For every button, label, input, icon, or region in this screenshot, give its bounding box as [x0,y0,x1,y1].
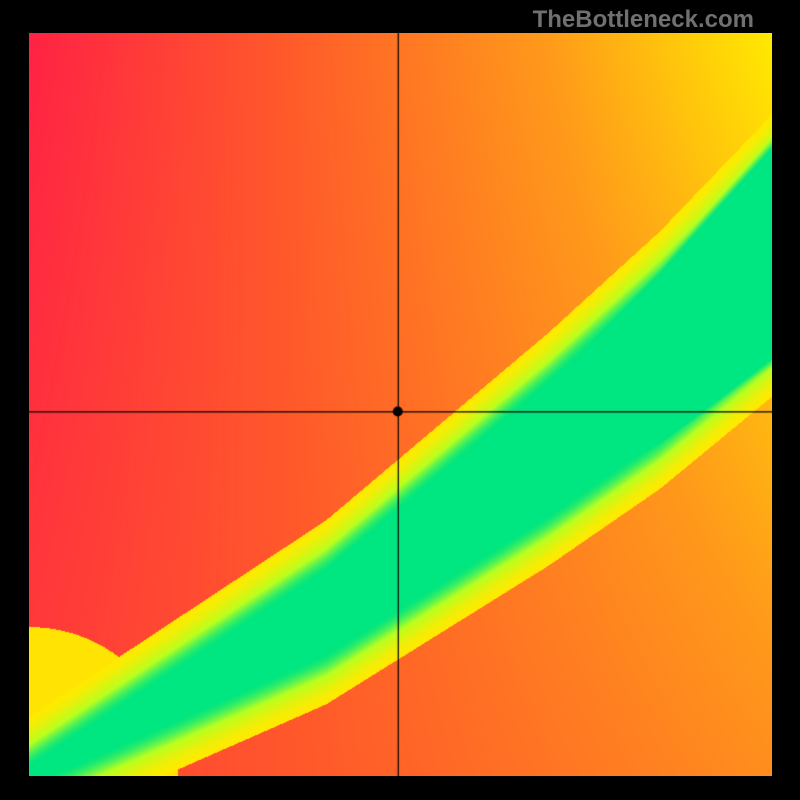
watermark-text: TheBottleneck.com [533,6,754,34]
chart-container: TheBottleneck.com [0,0,800,800]
bottleneck-heatmap [29,33,772,776]
